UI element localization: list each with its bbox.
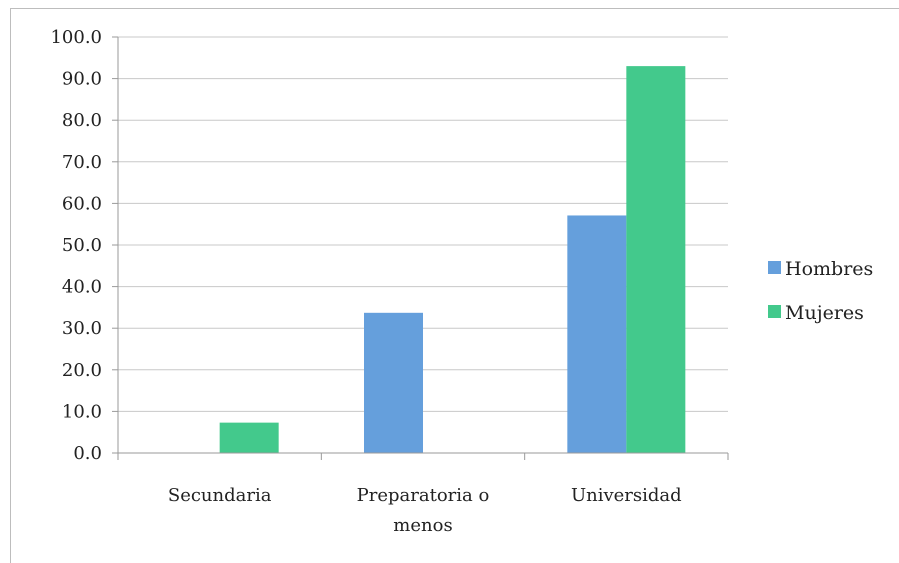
x-category-label: menos (393, 515, 452, 536)
bar-hombres (567, 215, 627, 453)
legend-swatch (768, 305, 781, 318)
y-tick-label: 50.0 (62, 235, 102, 256)
x-axis (117, 37, 729, 460)
bar-hombres (364, 312, 423, 453)
legend-label: Mujeres (785, 302, 864, 324)
y-tick-label: 40.0 (62, 277, 102, 298)
legend-swatch (768, 261, 781, 274)
y-tick-label: 10.0 (62, 401, 102, 422)
x-category-label: Universidad (571, 485, 682, 506)
y-tick-label: 90.0 (62, 69, 102, 90)
y-tick-label: 20.0 (62, 360, 102, 381)
y-tick-label: 30.0 (62, 318, 102, 339)
y-axis-tick-labels: 0.0 10.0 20.0 30.0 40.0 50.0 60.0 70.0 80.0 90.0 1… (50, 27, 102, 464)
y-tick-label: 60.0 (62, 193, 102, 214)
legend: Hombres Mujeres (768, 258, 873, 324)
x-category-label: Preparatoria o (357, 485, 490, 506)
chart-frame (10, 8, 899, 563)
bar-mujeres (219, 422, 279, 453)
y-tick-label: 0.0 (73, 443, 102, 464)
bars (219, 66, 686, 454)
y-tick-label: 70.0 (62, 152, 102, 173)
x-category-label: Secundaria (168, 485, 272, 506)
bar-mujeres (626, 66, 686, 454)
y-tick-label: 100.0 (50, 27, 102, 48)
y-tick-label: 80.0 (62, 110, 102, 131)
legend-label: Hombres (785, 258, 873, 280)
x-axis-category-labels: Secundaria Preparatoria o menos Universidad (168, 485, 682, 536)
